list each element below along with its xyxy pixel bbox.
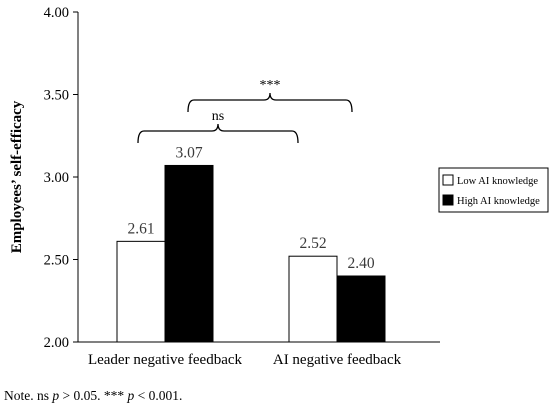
data-label: 2.61	[127, 220, 154, 237]
legend-label: Low AI knowledge	[457, 176, 538, 187]
legend-box	[438, 167, 549, 213]
chart-legend: Low AI knowledge High AI knowledge	[438, 167, 549, 213]
chart-axes: 2.00 2.50 3.00 3.50 4.00 Employees’ self-effi…	[9, 5, 440, 368]
y-tick-label: 3.00	[44, 170, 69, 186]
ns-bracket-label: ns	[212, 109, 224, 124]
y-tick-label: 2.00	[44, 335, 69, 351]
bar	[116, 240, 166, 343]
data-label: 3.07	[175, 144, 202, 161]
significance-brackets: ns ***	[137, 78, 353, 144]
bar	[336, 275, 386, 343]
x-tick-label: Leader negative feedback	[88, 352, 243, 368]
bar-chart: 2.00 2.50 3.00 3.50 4.00 Employees’ self-effi…	[9, 5, 549, 368]
chart-bars: 2.61 3.07 2.52 2.40	[116, 144, 386, 343]
x-tick-label: AI negative feedback	[273, 352, 402, 368]
bar	[164, 164, 214, 343]
sig-bracket	[187, 92, 353, 113]
legend-swatch	[442, 174, 454, 186]
footnote: Note. ns p > 0.05. *** p < 0.001.	[4, 388, 183, 403]
legend-swatch	[442, 194, 454, 206]
data-label: 2.52	[299, 235, 326, 252]
data-label: 2.40	[347, 255, 374, 272]
y-tick-label: 4.00	[44, 5, 69, 21]
legend-label: High AI knowledge	[457, 196, 540, 207]
y-tick-label: 3.50	[44, 88, 69, 104]
y-tick-label: 2.50	[44, 253, 69, 269]
bar	[288, 255, 338, 343]
sig-bracket-label: ***	[260, 78, 281, 93]
y-axis-title: Employees’ self-efficacy	[9, 100, 25, 253]
ns-bracket	[137, 123, 299, 144]
